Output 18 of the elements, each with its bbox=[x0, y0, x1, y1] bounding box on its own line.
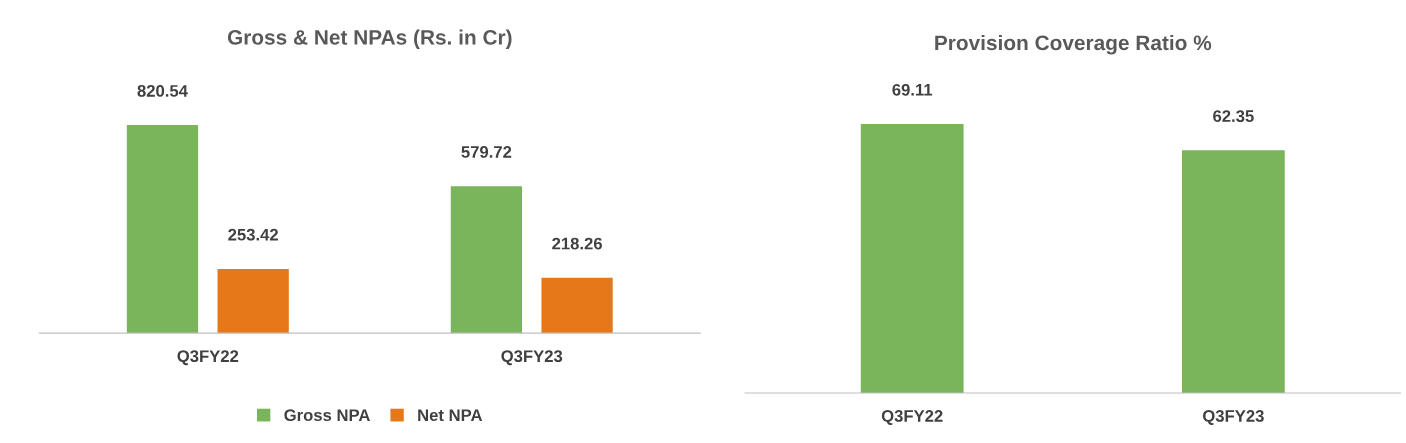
data-label: 218.26 bbox=[552, 237, 602, 250]
chart-title: Gross & Net NPAs (Rs. in Cr) bbox=[227, 29, 512, 49]
legend-label: Net NPA bbox=[418, 409, 483, 422]
data-label: 69.11 bbox=[892, 83, 933, 96]
data-label: 62.35 bbox=[1213, 110, 1254, 123]
x-tick-label: Q3FY22 bbox=[177, 350, 239, 366]
data-label: 820.54 bbox=[137, 84, 188, 97]
data-label: 579.72 bbox=[461, 146, 512, 158]
bar bbox=[541, 277, 613, 334]
chart-title: Provision Coverage Ratio % bbox=[935, 34, 1212, 55]
bar bbox=[217, 268, 289, 334]
bar bbox=[450, 186, 523, 334]
legend-label: Gross NPA bbox=[284, 409, 370, 422]
x-tick-label: Q3FY23 bbox=[1203, 410, 1264, 425]
x-tick-label: Q3FY22 bbox=[881, 410, 943, 425]
bar bbox=[126, 125, 199, 334]
x-tick-label: Q3FY23 bbox=[501, 350, 563, 366]
data-label: 253.42 bbox=[228, 228, 278, 241]
